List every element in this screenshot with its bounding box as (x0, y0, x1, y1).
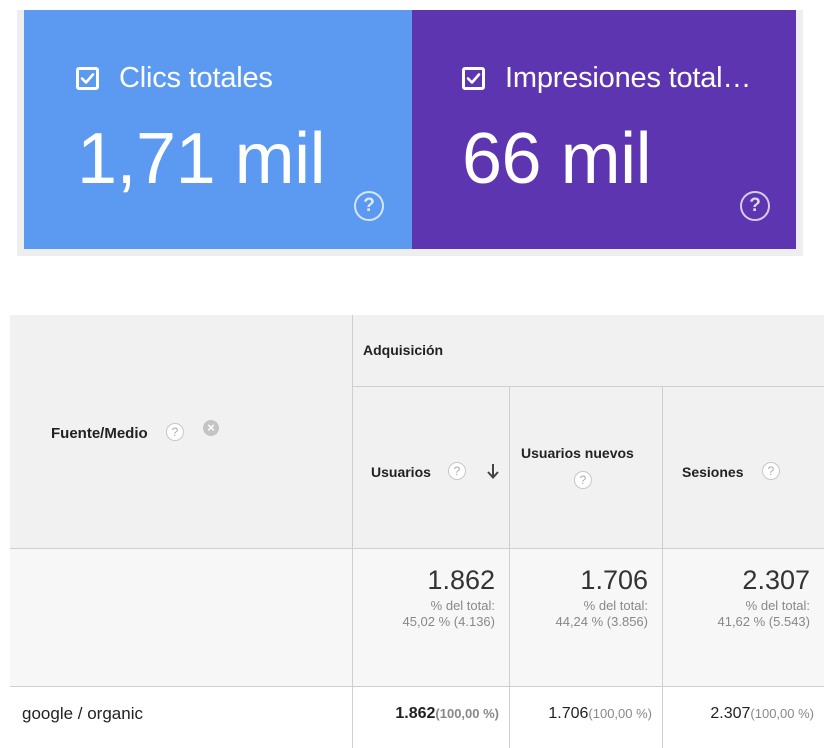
dimension-header-label[interactable]: Fuente/Medio (51, 425, 148, 442)
report-table: Fuente/Medio ? × Adquisición Usuarios ? … (10, 315, 824, 748)
column-header-label: Usuarios nuevos (521, 445, 634, 461)
scorecard-value: 1,71 mil (77, 119, 326, 199)
row-cell-new-users: 1.706(100,00 %) (510, 687, 663, 748)
group-header-cell: Adquisición (353, 315, 824, 387)
total-percent-value: 44,24 % (3.856) (555, 614, 648, 629)
totals-label-cell (10, 549, 353, 687)
scorecard-label: Impresiones total… (505, 62, 752, 94)
row-dimension-value[interactable]: google / organic (22, 704, 143, 723)
total-value: 1.706 (580, 565, 648, 595)
scorecard-value: 66 mil (462, 119, 652, 199)
help-icon[interactable]: ? (166, 423, 184, 441)
column-header-label: Sesiones (682, 464, 744, 480)
help-icon[interactable]: ? (448, 462, 466, 480)
checkbox-checked-icon[interactable] (462, 67, 485, 90)
scorecard-total-clicks[interactable]: Clics totales 1,71 mil ? (24, 10, 412, 249)
row-metric-value: 1.862(100,00 %) (395, 705, 499, 722)
dimension-header-cell: Fuente/Medio ? × (10, 315, 353, 549)
column-header-new-users[interactable]: Usuarios nuevos ? (510, 387, 663, 549)
column-header-label: Usuarios (371, 464, 431, 480)
total-percent-value: 41,62 % (5.543) (717, 614, 810, 629)
totals-cell-users: 1.862 % del total: 45,02 % (4.136) (353, 549, 510, 687)
table-row[interactable]: google / organic (10, 687, 353, 748)
column-header-sessions[interactable]: Sesiones ? (663, 387, 824, 549)
help-icon[interactable]: ? (354, 191, 384, 221)
checkbox-checked-icon[interactable] (76, 67, 99, 90)
group-header-label: Adquisición (363, 342, 444, 358)
help-icon[interactable]: ? (762, 462, 780, 480)
column-header-users[interactable]: Usuarios ? (353, 387, 510, 549)
row-cell-users: 1.862(100,00 %) (353, 687, 510, 748)
sort-descending-icon[interactable] (486, 462, 500, 480)
total-value: 1.862 (427, 565, 495, 595)
total-percent-label: % del total: (430, 598, 495, 613)
remove-dimension-icon[interactable]: × (203, 420, 219, 436)
row-metric-value: 2.307(100,00 %) (710, 705, 814, 722)
scorecard-label: Clics totales (119, 62, 273, 94)
totals-cell-sessions: 2.307 % del total: 41,62 % (5.543) (663, 549, 824, 687)
total-percent-label: % del total: (745, 598, 810, 613)
scorecard-total-impressions[interactable]: Impresiones total… 66 mil ? (412, 10, 796, 249)
total-percent-label: % del total: (583, 598, 648, 613)
scorecards: Clics totales 1,71 mil ? Impresiones tot… (24, 10, 796, 249)
total-value: 2.307 (742, 565, 810, 595)
total-percent-value: 45,02 % (4.136) (402, 614, 495, 629)
help-icon[interactable]: ? (740, 191, 770, 221)
totals-cell-new-users: 1.706 % del total: 44,24 % (3.856) (510, 549, 663, 687)
row-cell-sessions: 2.307(100,00 %) (663, 687, 824, 748)
row-metric-value: 1.706(100,00 %) (548, 705, 652, 722)
help-icon[interactable]: ? (574, 471, 592, 489)
